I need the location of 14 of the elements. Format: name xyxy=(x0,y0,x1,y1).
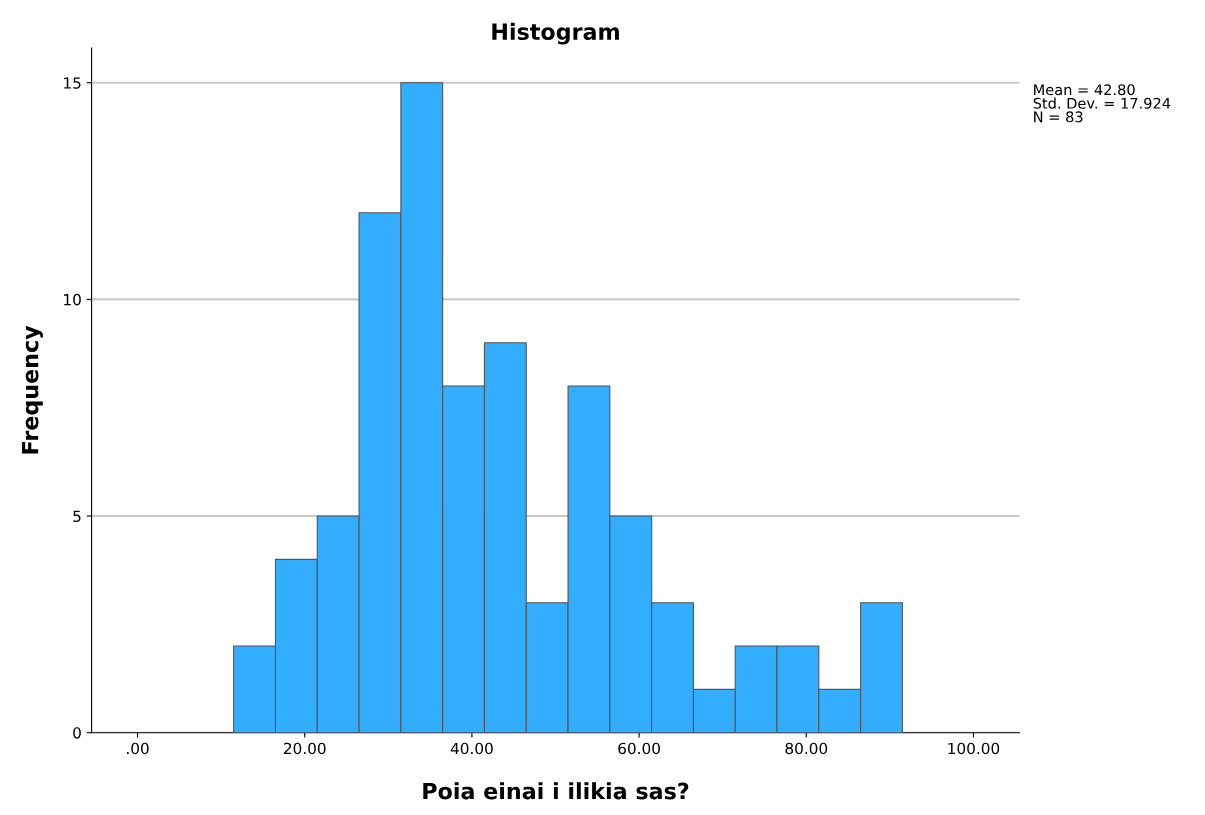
text: Mean = 42.80 Std. Dev. = 17.924 N = 83 xyxy=(1033,84,1171,123)
x-tick-label: .00 xyxy=(127,742,149,755)
y-tick-label: 15 xyxy=(64,77,81,89)
x-tick-label: 80.00 xyxy=(785,742,828,755)
x-tick-label: 20.00 xyxy=(283,742,326,755)
y-axis-title: Frequency xyxy=(21,325,43,454)
x-tick-label: 100.00 xyxy=(948,742,1000,755)
chart-title: Histogram xyxy=(492,22,619,45)
y-tick-label: 10 xyxy=(64,293,81,306)
y-tick-label: 0 xyxy=(73,727,81,739)
x-tick-label: 40.00 xyxy=(450,742,493,755)
y-tick-label: 5 xyxy=(73,510,81,523)
x-axis-title: Poia einai i ilikia sas? xyxy=(423,782,689,800)
x-tick-label: 60.00 xyxy=(618,742,660,755)
